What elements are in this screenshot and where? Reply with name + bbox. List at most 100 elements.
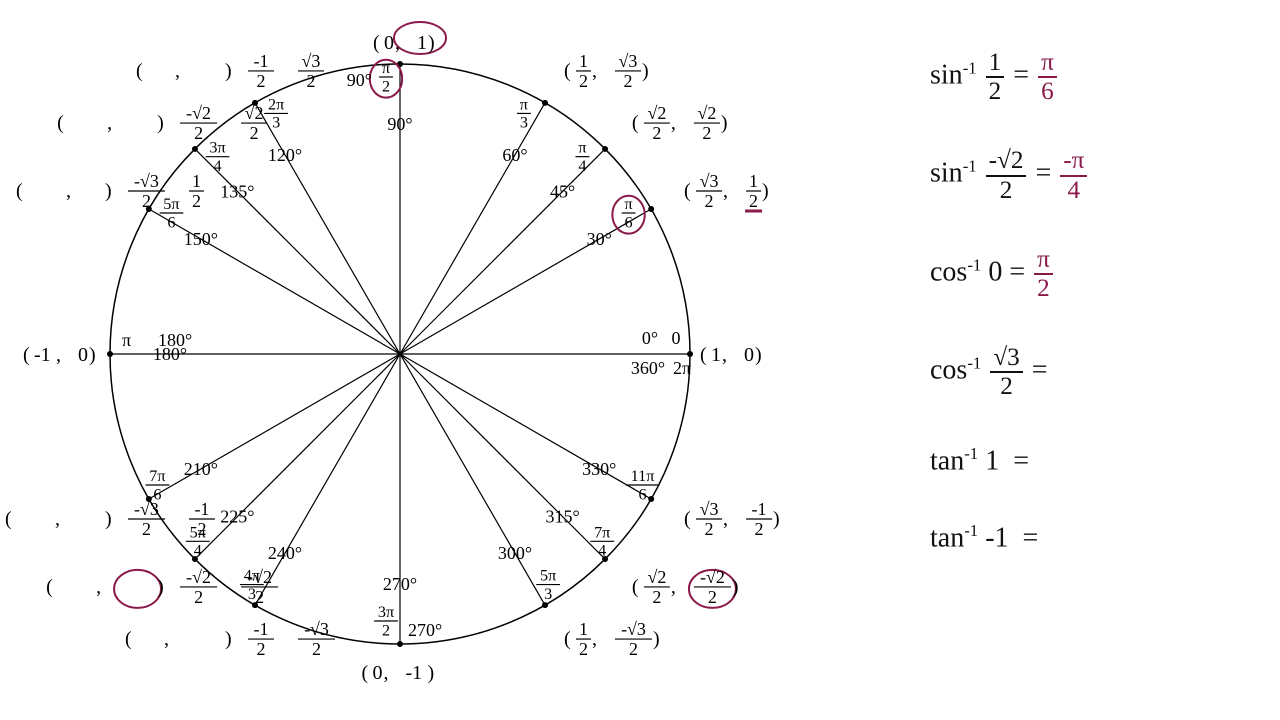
svg-text:): ) (642, 60, 649, 82)
svg-text:-1: -1 (406, 662, 423, 684)
svg-text:(: ( (700, 344, 707, 366)
svg-text:(: ( (23, 344, 30, 366)
svg-text:4: 4 (214, 157, 222, 175)
svg-text:(: ( (57, 112, 64, 134)
svg-text:6: 6 (639, 485, 647, 503)
svg-text:√2: √2 (697, 103, 716, 123)
svg-text:(: ( (136, 60, 143, 82)
svg-text:-1: -1 (254, 51, 269, 71)
svg-text:-1: -1 (752, 499, 767, 519)
svg-text:2: 2 (257, 639, 266, 659)
svg-text:0: 0 (78, 344, 88, 366)
svg-text:45°: 45° (550, 181, 575, 201)
svg-text:,: , (55, 508, 60, 530)
svg-text:270°: 270° (408, 620, 442, 640)
svg-text:): ) (225, 60, 232, 82)
svg-text:2: 2 (257, 71, 266, 91)
svg-text:π: π (578, 139, 586, 157)
svg-text:(: ( (362, 662, 369, 684)
svg-text:0°: 0° (642, 328, 658, 348)
svg-text:,: , (66, 180, 71, 202)
svg-text:,: , (723, 508, 728, 530)
svg-text:,: , (175, 60, 180, 82)
svg-text:√3: √3 (700, 499, 719, 519)
svg-text:4: 4 (598, 542, 606, 560)
svg-text:2: 2 (194, 123, 203, 143)
svg-text:60°: 60° (502, 145, 527, 165)
svg-text:11π: 11π (631, 467, 655, 485)
svg-text:2: 2 (382, 77, 390, 95)
svg-text:2π: 2π (673, 358, 691, 378)
svg-text:π: π (122, 330, 131, 350)
svg-text:90°: 90° (347, 70, 372, 90)
svg-text:2: 2 (629, 639, 638, 659)
svg-text:√3: √3 (302, 51, 321, 71)
svg-text:): ) (773, 508, 780, 530)
eq-5: tan-1 1 = (930, 444, 1250, 477)
svg-text:240°: 240° (268, 543, 302, 563)
svg-text:): ) (721, 112, 728, 134)
svg-text:,: , (56, 344, 61, 366)
svg-text:(: ( (373, 32, 380, 54)
svg-text:7π: 7π (149, 467, 165, 485)
svg-text:): ) (225, 628, 232, 650)
svg-text:2: 2 (755, 519, 764, 539)
eq-3: cos-1 0 = π2 (930, 247, 1250, 301)
svg-text:4: 4 (578, 157, 586, 175)
svg-text:5π: 5π (540, 567, 556, 585)
svg-text:300°: 300° (498, 543, 532, 563)
svg-text:5π: 5π (190, 523, 206, 541)
svg-text:): ) (732, 576, 739, 598)
svg-text:2: 2 (312, 639, 321, 659)
svg-text:3: 3 (248, 585, 256, 603)
svg-text:2π: 2π (268, 95, 284, 113)
svg-text:0: 0 (672, 328, 681, 348)
svg-text:-√3: -√3 (134, 499, 159, 519)
svg-text:4: 4 (194, 542, 202, 560)
svg-text:2: 2 (705, 519, 714, 539)
svg-text:-√2: -√2 (186, 103, 211, 123)
svg-text:30°: 30° (587, 229, 612, 249)
svg-text:√2: √2 (647, 567, 666, 587)
svg-text:): ) (105, 508, 112, 530)
svg-text:): ) (89, 344, 96, 366)
svg-text:6: 6 (625, 213, 633, 231)
svg-text:): ) (428, 32, 435, 54)
svg-text:135°: 135° (220, 181, 254, 201)
svg-text:5π: 5π (163, 195, 179, 213)
svg-text:): ) (105, 180, 112, 202)
svg-text:(: ( (684, 180, 691, 202)
svg-text:(: ( (632, 576, 639, 598)
svg-text:2: 2 (307, 71, 316, 91)
svg-text:(: ( (632, 112, 639, 134)
svg-text:2: 2 (382, 621, 390, 639)
svg-text:π: π (624, 195, 632, 213)
svg-text:-1: -1 (34, 344, 51, 366)
eq-2: sin-1 -√22 = -π4 (930, 148, 1250, 202)
svg-text:315°: 315° (546, 507, 580, 527)
unit-circle: 0°0360°2π(1, 0)30°π6(, )√321245°π4(, )√2… (0, 0, 820, 720)
svg-text:2: 2 (142, 191, 151, 211)
svg-text:√2: √2 (245, 103, 264, 123)
svg-text:2: 2 (749, 191, 758, 211)
svg-text:2: 2 (652, 123, 661, 143)
svg-text:-1: -1 (194, 499, 209, 519)
svg-text:-√3: -√3 (304, 619, 329, 639)
svg-text:1: 1 (417, 32, 427, 54)
svg-text:0: 0 (744, 344, 754, 366)
svg-text:-√3: -√3 (134, 171, 159, 191)
svg-text:270°: 270° (383, 574, 417, 594)
svg-text:(: ( (564, 60, 571, 82)
svg-text:(: ( (684, 508, 691, 530)
svg-text:,: , (592, 60, 597, 82)
svg-text:2: 2 (250, 123, 259, 143)
svg-text:-√3: -√3 (621, 619, 646, 639)
svg-text:3: 3 (272, 114, 280, 132)
svg-text:4π: 4π (244, 567, 260, 585)
svg-text:,: , (671, 576, 676, 598)
svg-text:√2: √2 (647, 103, 666, 123)
svg-text:0: 0 (373, 662, 383, 684)
svg-text:210°: 210° (184, 459, 218, 479)
svg-text:,: , (384, 662, 389, 684)
svg-text:-√2: -√2 (186, 567, 211, 587)
